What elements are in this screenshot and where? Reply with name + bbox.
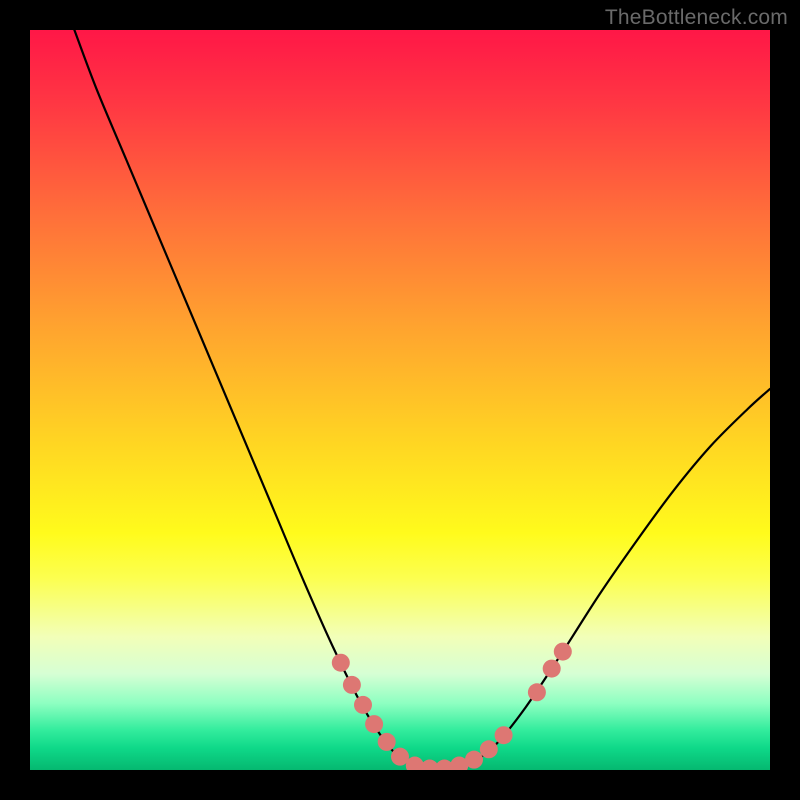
watermark-text: TheBottleneck.com [605, 6, 788, 30]
marker-point [543, 660, 561, 678]
marker-point [480, 740, 498, 758]
marker-point [554, 643, 572, 661]
chart-curve-layer [30, 30, 770, 770]
marker-point [465, 751, 483, 769]
marker-point [528, 683, 546, 701]
bottleneck-markers [332, 643, 572, 770]
bottleneck-chart [30, 30, 770, 770]
marker-point [365, 715, 383, 733]
marker-point [343, 676, 361, 694]
bottleneck-curve [74, 30, 770, 769]
marker-point [378, 733, 396, 751]
marker-point [332, 654, 350, 672]
marker-point [354, 696, 372, 714]
marker-point [495, 726, 513, 744]
